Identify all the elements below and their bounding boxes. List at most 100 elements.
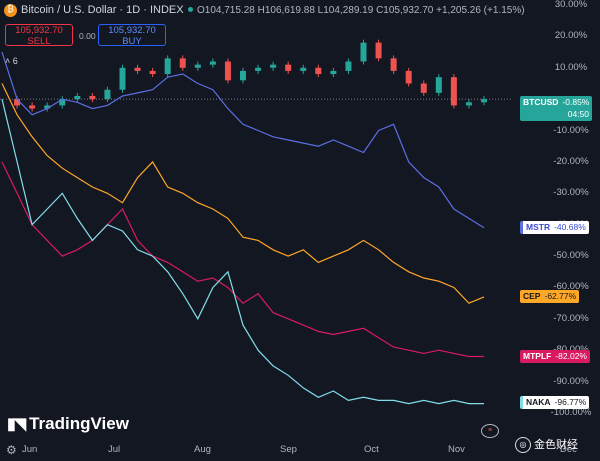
- btc-candle: [405, 70, 412, 84]
- btc-candle: [345, 61, 352, 71]
- btc-candle: [119, 67, 126, 90]
- btc-candle: [209, 61, 216, 65]
- tag-mstr: MSTR -40.68%: [520, 221, 589, 234]
- y-tick-label: -10.00%: [553, 124, 589, 136]
- x-tick-label: Aug: [194, 444, 211, 455]
- series-line-mtplf[interactable]: [1, 161, 484, 358]
- ohlc-values: O104,715.28 H106,619.88 L104,289.19 C105…: [197, 5, 525, 16]
- watermark-text: 金色财经: [534, 439, 578, 451]
- sell-label: SELL: [27, 36, 51, 47]
- symbol-header: ₿ Bitcoin / U.S. Dollar · 1D · INDEX O10…: [0, 0, 525, 22]
- buy-button[interactable]: 105,932.70 BUY: [98, 24, 166, 47]
- tradingview-logo[interactable]: ▮◥ TradingView: [7, 414, 129, 434]
- series-line-mstr[interactable]: [1, 51, 485, 229]
- btc-candle: [285, 64, 292, 71]
- us-flag-icon[interactable]: ≡: [481, 424, 499, 438]
- btc-candle: [44, 105, 51, 109]
- btcusd-candles: [14, 39, 487, 112]
- btc-candle: [134, 67, 141, 71]
- indicator-count: 6: [12, 56, 18, 66]
- btc-candle: [89, 96, 96, 100]
- btc-candle: [255, 67, 262, 71]
- tag-naka-value: -96.77%: [554, 397, 587, 407]
- ohlc-low: L104,289.19: [317, 5, 374, 16]
- btc-candle: [330, 70, 337, 75]
- ohlc-close: C105,932.70: [376, 5, 434, 16]
- btc-candle: [360, 42, 367, 62]
- x-tick-label: Oct: [364, 444, 379, 455]
- market-status-dot: [187, 7, 193, 13]
- spread-value: 0.00: [79, 31, 96, 41]
- btc-candle: [74, 96, 81, 100]
- btc-candle: [450, 77, 457, 106]
- tag-cep-name: CEP: [523, 291, 541, 301]
- gear-icon[interactable]: ⚙: [6, 443, 17, 457]
- tag-naka-name: NAKA: [526, 397, 551, 407]
- tag-mtplf-value: -82.02%: [555, 351, 587, 361]
- y-tick-label: -90.00%: [553, 375, 589, 387]
- watermark-logo-icon: ◎: [515, 437, 531, 454]
- y-tick-label: -60.00%: [553, 281, 589, 293]
- btc-candle: [315, 67, 322, 75]
- jinse-watermark: ◎ 金色财经: [515, 436, 578, 454]
- btc-candle: [390, 58, 397, 71]
- series-line-cep[interactable]: [1, 83, 485, 304]
- x-tick-label: Dec: [560, 444, 577, 455]
- ohlc-open: O104,715.28: [197, 5, 255, 16]
- y-tick-label: -70.00%: [553, 312, 589, 324]
- symbol-title[interactable]: Bitcoin / U.S. Dollar · 1D · INDEX: [21, 4, 197, 16]
- btc-candle: [164, 58, 171, 75]
- btc-candle: [270, 64, 277, 68]
- ohlc-high: H106,619.88: [257, 5, 315, 16]
- tag-btcusd-name: BTCUSD: [523, 97, 559, 107]
- btc-candle: [300, 67, 307, 71]
- tag-mtplf: MTPLF -82.02%: [520, 350, 590, 363]
- x-tick-label: Sep: [280, 444, 297, 455]
- tag-mtplf-name: MTPLF: [523, 351, 552, 361]
- x-tick-label: Nov: [448, 444, 465, 455]
- btc-candle: [435, 77, 442, 93]
- btc-candle: [194, 64, 201, 68]
- x-tick-label: Jul: [108, 444, 121, 455]
- y-tick-label: -50.00%: [553, 250, 589, 262]
- btc-candle: [481, 99, 487, 103]
- y-tick-label: -100.00%: [550, 407, 592, 418]
- chevron-up-icon: ˄: [5, 56, 11, 66]
- sell-price: 105,932.70: [15, 25, 63, 36]
- series-line-naka[interactable]: [1, 99, 484, 405]
- bitcoin-icon: ₿: [4, 4, 17, 17]
- buy-price: 105,932.70: [108, 25, 156, 36]
- sell-button[interactable]: 105,932.70 SELL: [5, 24, 73, 47]
- ohlc-change: +1,205.26 (+1.15%): [436, 5, 525, 16]
- indicators-toggle[interactable]: ˄ 6: [5, 56, 18, 66]
- btc-candle: [420, 83, 427, 93]
- y-tick-label: 20.00%: [554, 30, 588, 42]
- btc-candle: [179, 58, 186, 68]
- tag-mstr-value: -40.68%: [554, 222, 586, 232]
- tradingview-mark-icon: ▮◥: [7, 416, 26, 433]
- buy-label: BUY: [122, 36, 142, 47]
- tag-cep: CEP -62.77%: [520, 290, 580, 303]
- tag-btcusd-value: -0.85%: [562, 97, 590, 107]
- y-tick-label: -20.00%: [553, 155, 589, 167]
- y-tick-label: 30.00%: [554, 0, 588, 10]
- btc-candle: [104, 89, 111, 100]
- tradingview-wordmark: TradingView: [29, 414, 129, 433]
- btc-candle: [240, 70, 246, 81]
- btc-candle: [149, 70, 156, 75]
- y-tick-label: -80.00%: [542, 344, 600, 355]
- btc-candle: [14, 99, 21, 106]
- symbol-title-text: Bitcoin / U.S. Dollar · 1D · INDEX: [21, 4, 184, 16]
- y-tick-label: -30.00%: [553, 187, 589, 199]
- tag-cep-value: -62.77%: [544, 291, 577, 301]
- btc-candle: [59, 99, 66, 106]
- btc-candle: [224, 61, 231, 81]
- tag-btcusd-countdown: 04:50: [567, 109, 589, 119]
- btc-candle: [465, 102, 472, 106]
- btc-candle: [375, 42, 382, 59]
- tag-mstr-name: MSTR: [526, 222, 551, 232]
- x-tick-label: Jun: [22, 444, 38, 455]
- btc-candle: [29, 105, 36, 109]
- tag-naka: NAKA -96.77%: [520, 396, 590, 409]
